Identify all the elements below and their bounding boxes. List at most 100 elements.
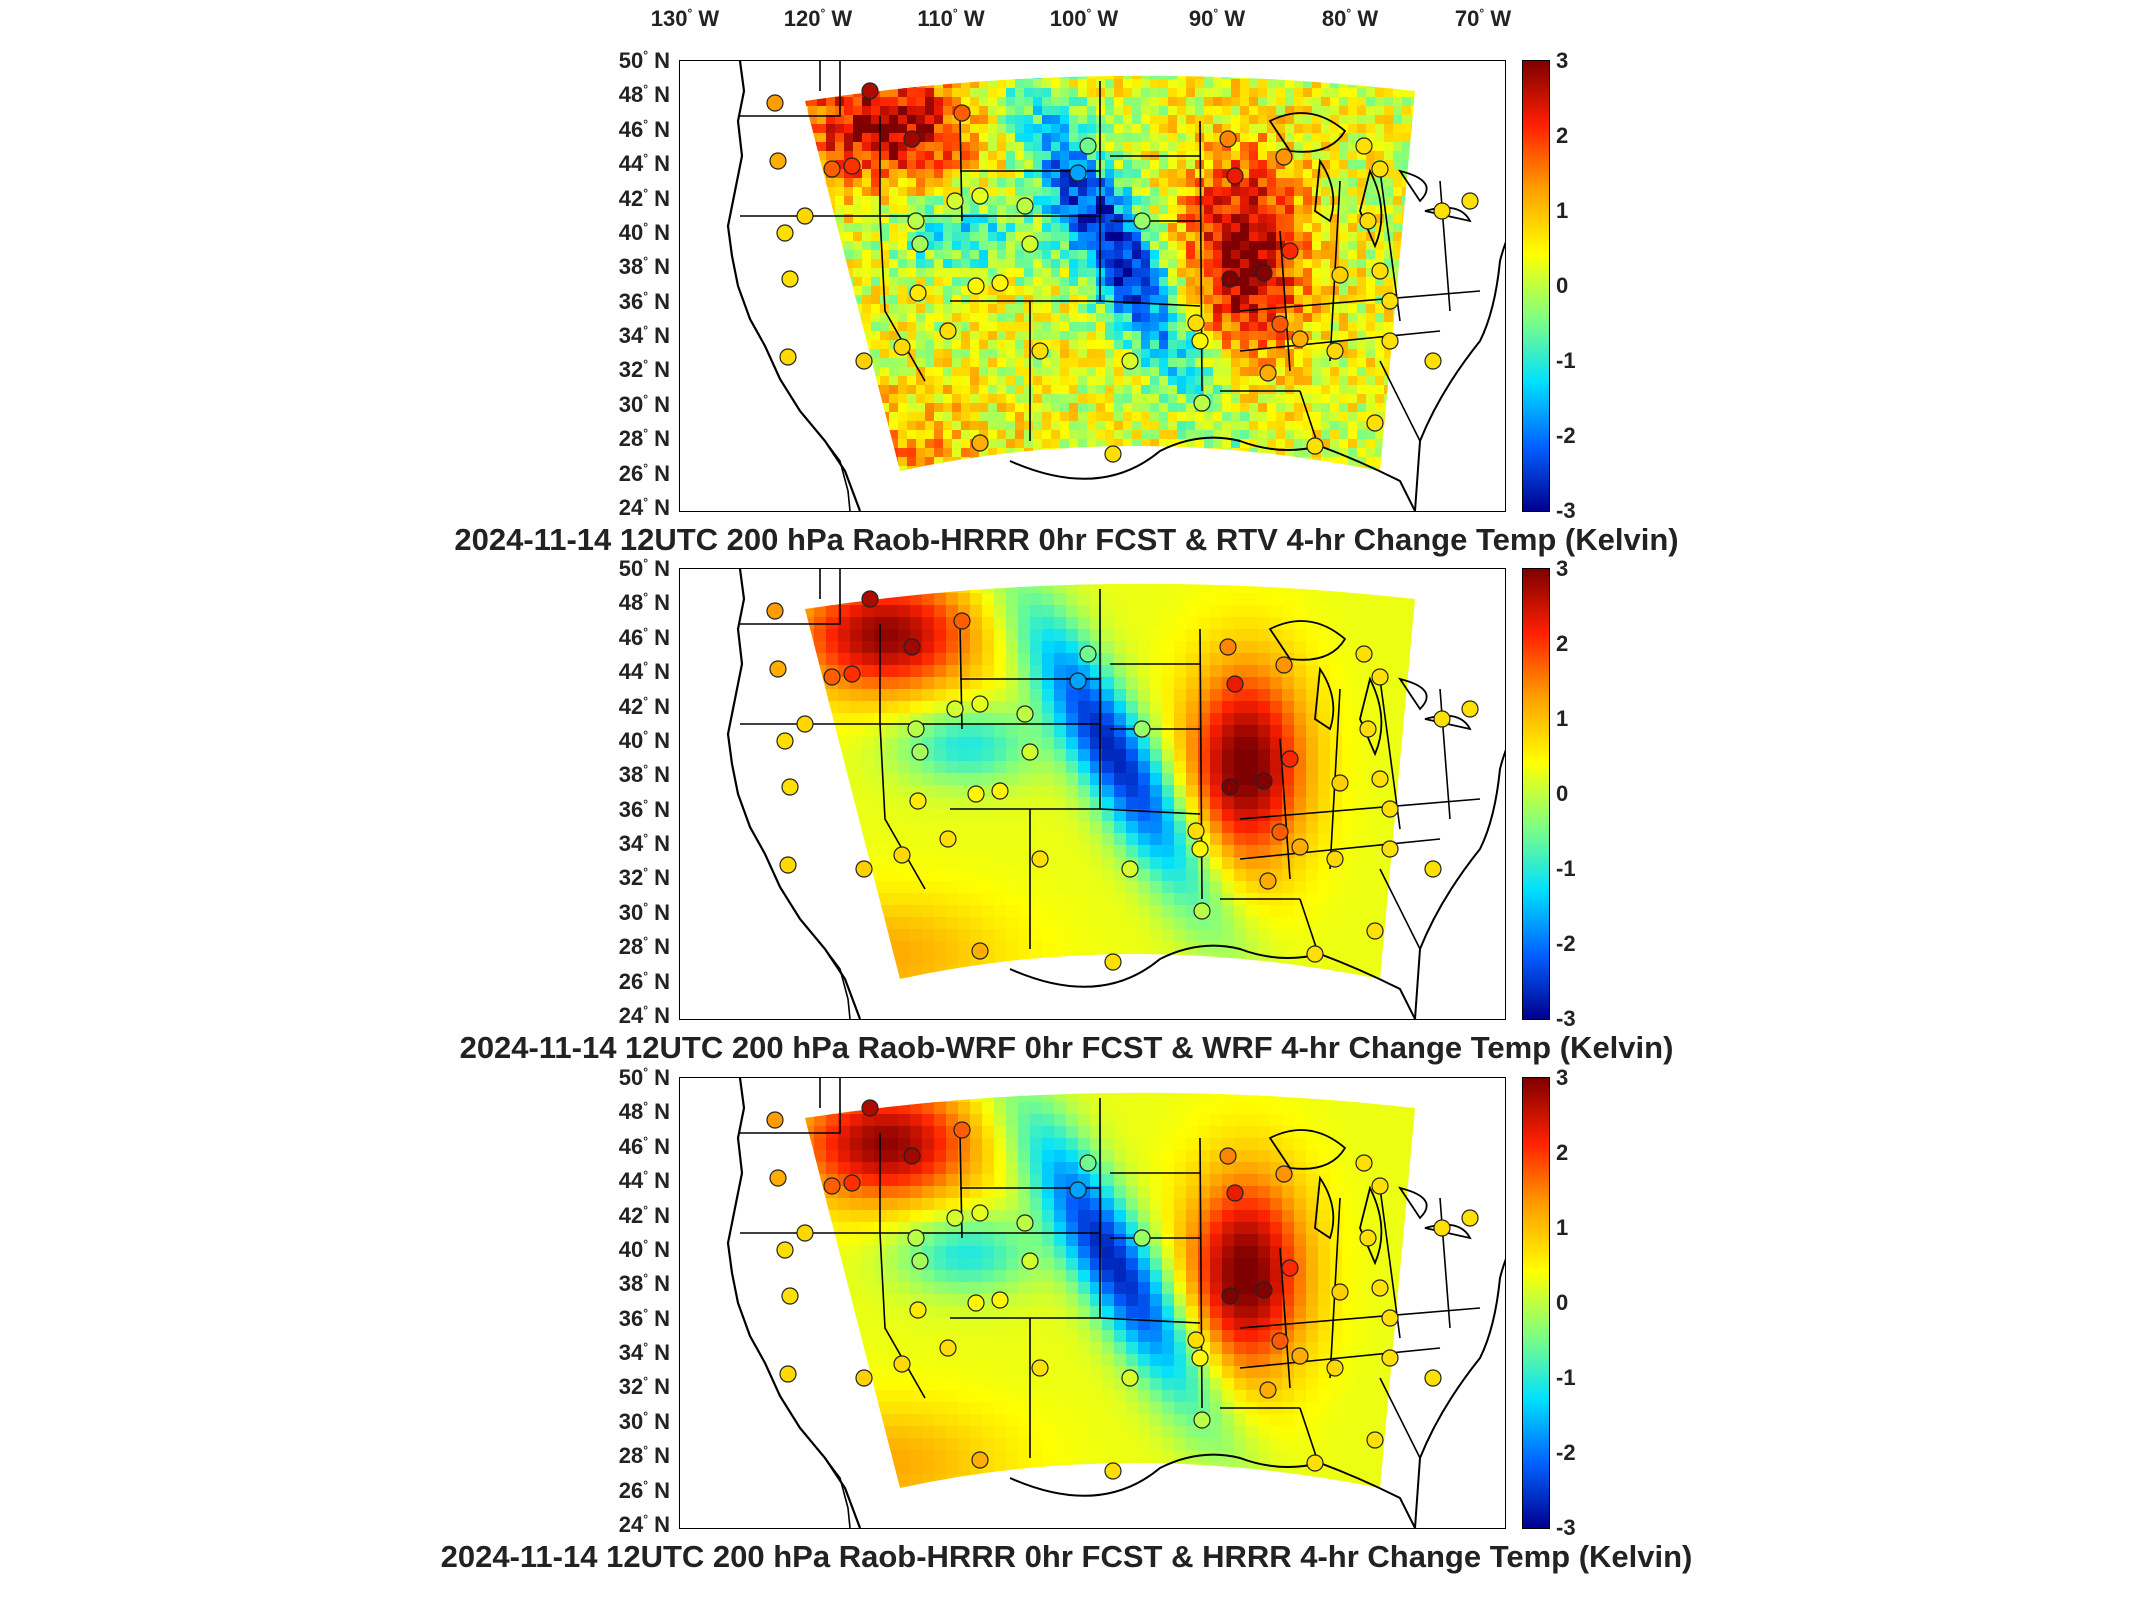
temperature-field [805,75,1415,471]
raob-station-marker [855,352,873,370]
raob-station-marker [903,130,921,148]
raob-station-marker [781,270,799,288]
lat-label: 34° N [618,1340,670,1366]
lat-label: 32° N [618,357,670,383]
raob-station-marker [1281,1259,1299,1277]
raob-station-marker [1291,838,1309,856]
lat-label: 38° N [618,1271,670,1297]
west-coastline [726,61,862,511]
raob-station-marker [1104,953,1122,971]
lat-label: 26° N [618,460,670,486]
raob-station-marker [779,856,797,874]
state-border [1439,688,1451,820]
lon-label: 100° W [1049,6,1119,31]
lat-label: 48° N [618,82,670,108]
lat-label: 44° N [618,151,670,177]
colorbar [1522,60,1550,512]
raob-station-marker [769,660,787,678]
raob-station-marker [1281,750,1299,768]
state-border [1279,230,1291,372]
raob-station-marker [1104,1462,1122,1480]
raob-station-marker [1187,822,1205,840]
raob-station-marker [861,1099,879,1117]
raob-station-marker [1219,1147,1237,1165]
raob-station-marker [776,732,794,750]
raob-station-marker [1355,1154,1373,1172]
state-border [1099,300,1201,307]
baja-coastline [824,1457,851,1528]
raob-station-marker [1191,1349,1209,1367]
raob-station-marker [1221,1287,1239,1305]
raob-station-marker [1219,638,1237,656]
raob-station-marker [1366,414,1384,432]
raob-station-marker [1381,292,1399,310]
lat-label: 30° N [618,1408,670,1434]
state-border [1279,738,1291,880]
lat-label: 26° N [618,1477,670,1503]
raob-station-marker [1371,1177,1389,1195]
lat-label: 36° N [618,796,670,822]
raob-station-marker [776,224,794,242]
raob-station-marker [776,1241,794,1259]
baja-coastline [824,948,851,1019]
lat-label: 40° N [618,1236,670,1262]
raob-station-marker [1221,270,1239,288]
raob-station-marker [1016,1214,1034,1232]
east-coastline [1414,749,1505,1019]
lon-label: 130° W [650,6,720,31]
state-border [1239,838,1441,860]
colorbar-tick: -3 [1556,1515,1576,1540]
state-border [1239,290,1481,312]
longitude-axis: 130° W 120° W 110° W 100° W 90° W 80° W … [0,6,2133,36]
raob-station-marker [1355,645,1373,663]
state-border [1099,808,1201,815]
colorbar-tick: 3 [1556,1065,1569,1090]
raob-station-marker [861,82,879,100]
raob-station-marker [1381,1309,1399,1327]
west-coastline [726,1078,862,1528]
raob-station-marker [1381,840,1399,858]
lon-label: 120° W [783,6,853,31]
raob-station-marker [1381,1349,1399,1367]
lat-label: 26° N [618,968,670,994]
state-border [1379,868,1421,950]
raob-station-marker [1079,137,1097,155]
state-border [1379,1377,1421,1459]
raob-station-marker [1381,332,1399,350]
raob-station-marker [893,846,911,864]
lat-label: 24° N [618,1003,670,1028]
raob-station-marker [1193,1411,1211,1429]
raob-station-marker [893,1355,911,1373]
raob-station-marker [1291,1347,1309,1365]
lat-label: 30° N [618,899,670,925]
raob-station-marker [946,1209,964,1227]
raob-station-marker [1021,743,1039,761]
great-lakes [1268,112,1472,249]
raob-station-marker [766,94,784,112]
raob-station-marker [1331,774,1349,792]
gulf-coastline [1009,1453,1416,1528]
raob-station-marker [1359,212,1377,230]
lon-label: 80° W [1321,6,1379,31]
raob-station-marker [1359,1229,1377,1247]
colorbar-tick: -2 [1556,931,1576,956]
panel-title: 2024-11-14 12UTC 200 hPa Raob-HRRR 0hr F… [454,522,1679,557]
lat-label: 44° N [618,659,670,685]
raob-station-marker [1187,314,1205,332]
raob-station-marker [1381,800,1399,818]
raob-station-marker [855,860,873,878]
raob-station-marker [1424,352,1442,370]
raob-station-marker [766,602,784,620]
raob-station-marker [1371,262,1389,280]
raob-station-marker [1187,1331,1205,1349]
raob-station-marker [1121,1369,1139,1387]
lat-label: 32° N [618,865,670,891]
lat-label: 42° N [618,1202,670,1228]
lat-label: 50° N [618,1065,670,1090]
colorbar-tick: 0 [1556,1290,1569,1315]
colorbar-tick: 0 [1556,273,1569,298]
conus-map [726,61,1505,511]
raob-station-marker [1291,330,1309,348]
lat-label: 28° N [618,426,670,452]
colorbar [1522,1077,1550,1529]
